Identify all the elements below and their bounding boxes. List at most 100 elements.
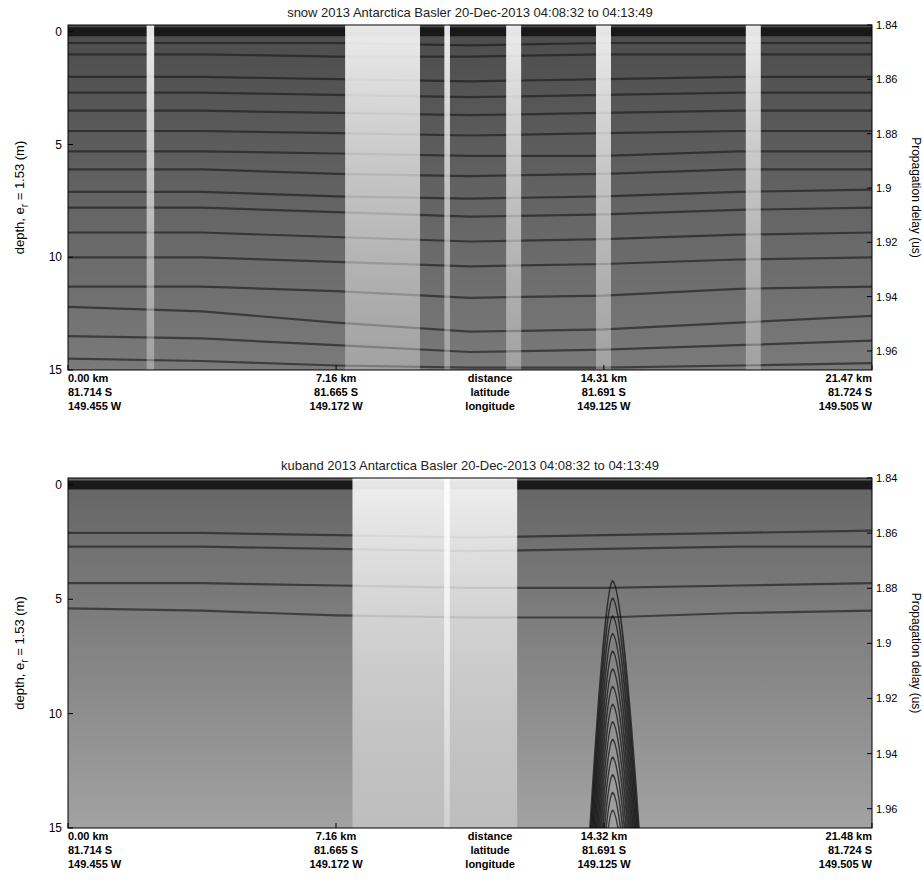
x-tick-label: 149.172 W: [309, 858, 363, 870]
y-axis-title-part: depth, e: [12, 207, 27, 254]
x-tick-label: 0.00 km: [68, 830, 109, 842]
y2-tick: [867, 753, 872, 754]
y-axis-title-part: = 1.53 (m): [12, 141, 27, 204]
x-tick-label: 81.691 S: [582, 386, 626, 398]
y-tick-label: 15: [49, 363, 63, 377]
y2-tick: [867, 698, 872, 699]
x-tick: [872, 365, 873, 370]
x-tick-label: 149.125 W: [577, 400, 631, 412]
x-tick-label: 149.455 W: [68, 858, 122, 870]
y-axis-title: depth, er = 1.53 (m): [12, 596, 30, 710]
hyperbola: [590, 669, 639, 828]
x-tick-label: 149.172 W: [310, 400, 364, 412]
background-shade: [68, 478, 872, 828]
x-tick-label: 14.32 km: [581, 830, 628, 842]
y-tick: [68, 599, 73, 600]
bright-column: [352, 478, 517, 828]
y2-tick: [867, 242, 872, 243]
y-tick: [68, 144, 73, 145]
panel: snow 2013 Antarctica Basler 20-Dec-2013 …: [12, 5, 923, 412]
x-tick-label: 81.665 S: [314, 844, 358, 856]
x-tick-label: 149.455 W: [68, 400, 122, 412]
x-tick-label: 81.714 S: [68, 844, 112, 856]
y2-tick-label: 1.88: [876, 582, 897, 594]
y2-tick-label: 1.92: [876, 236, 897, 248]
y2-tick-label: 1.84: [876, 472, 897, 484]
hyperbola: [590, 793, 639, 828]
bright-column: [506, 25, 521, 370]
y2-axis-title: Propagation delay (us): [909, 593, 923, 714]
y2-tick: [867, 187, 872, 188]
y2-tick-label: 1.92: [876, 692, 897, 704]
frame: [68, 25, 872, 370]
y-axis-title: depth, er = 1.53 (m): [12, 141, 30, 255]
y-tick: [68, 484, 73, 485]
hyperbola: [590, 704, 639, 828]
y2-tick-label: 1.86: [876, 527, 897, 539]
bright-column: [746, 25, 761, 370]
bright-column: [596, 25, 611, 370]
plot-area: [68, 478, 872, 828]
plot-area: [68, 25, 872, 370]
x-tick-label: 7.16 km: [316, 372, 357, 384]
y2-tick: [867, 588, 872, 589]
y2-tick: [867, 25, 872, 26]
bright-column: [147, 25, 154, 370]
x-tick: [872, 823, 873, 828]
y2-tick-label: 1.9: [876, 637, 891, 649]
y-tick-label: 10: [49, 707, 63, 721]
background: [68, 25, 872, 370]
y2-tick-label: 1.96: [876, 345, 897, 357]
background-shade: [68, 25, 872, 370]
y2-axis-title: Propagation delay (us): [909, 137, 923, 258]
x-tick-label: 14.31 km: [581, 372, 628, 384]
x-tick-label: 7.16 km: [316, 830, 357, 842]
y2-tick-label: 1.96: [876, 803, 897, 815]
y2-tick: [867, 478, 872, 479]
x-tick: [604, 823, 605, 828]
y2-tick: [867, 808, 872, 809]
x-axis-label: latitude: [471, 844, 510, 856]
y-tick-label: 5: [55, 138, 62, 152]
x-tick-label: 21.47 km: [826, 372, 873, 384]
y-tick: [68, 257, 73, 258]
y-tick-label: 0: [55, 25, 62, 39]
y2-tick: [867, 296, 872, 297]
y-tick-label: 15: [49, 821, 63, 835]
x-axis-label: longitude: [465, 858, 515, 870]
y2-tick-label: 1.9: [876, 182, 891, 194]
x-tick: [603, 365, 604, 370]
x-tick-label: 81.665 S: [314, 386, 358, 398]
x-tick-label: 81.714 S: [68, 386, 112, 398]
hyperbola: [590, 757, 639, 828]
bright-column: [444, 25, 450, 370]
hyperbola: [590, 775, 639, 828]
y2-tick-label: 1.86: [876, 73, 897, 85]
figure: snow 2013 Antarctica Basler 20-Dec-2013 …: [0, 0, 923, 882]
y2-tick: [867, 133, 872, 134]
x-tick-label: 149.505 W: [819, 858, 873, 870]
frame: [68, 478, 872, 828]
y2-tick: [867, 533, 872, 534]
x-tick: [68, 823, 69, 828]
x-tick-label: 149.505 W: [819, 400, 873, 412]
x-tick-label: 0.00 km: [68, 372, 109, 384]
y2-tick-label: 1.94: [876, 748, 897, 760]
bright-column: [345, 25, 420, 370]
x-tick: [336, 365, 337, 370]
x-tick: [336, 823, 337, 828]
title: kuband 2013 Antarctica Basler 20-Dec-201…: [281, 458, 659, 473]
x-tick-label: 81.724 S: [828, 386, 872, 398]
x-tick: [68, 365, 69, 370]
hyperbola: [590, 810, 639, 828]
y2-tick-label: 1.88: [876, 128, 897, 140]
x-tick-label: 81.691 S: [582, 844, 626, 856]
x-axis-label: latitude: [471, 386, 510, 398]
x-axis-label: distance: [468, 372, 513, 384]
bright-column: [444, 478, 450, 828]
panel: kuband 2013 Antarctica Basler 20-Dec-201…: [12, 458, 923, 882]
x-tick-label: 21.48 km: [826, 830, 873, 842]
y2-tick: [867, 79, 872, 80]
y2-tick: [867, 643, 872, 644]
y-tick-label: 10: [49, 250, 63, 264]
